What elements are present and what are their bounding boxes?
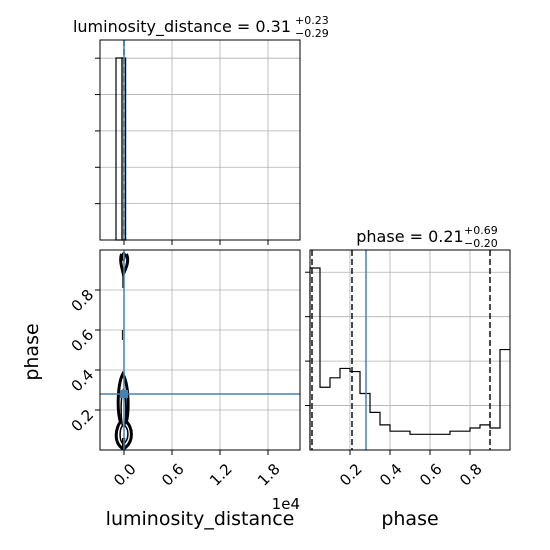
luminosity-distance-marginal-title: luminosity_distance = 0.31 <box>73 17 291 37</box>
phase-y-tick-label-2: 0.6 <box>68 326 98 356</box>
phase-x-tick-label-3: 0.8 <box>456 460 486 490</box>
phase-x-axis-label: phase <box>381 508 438 530</box>
phase-axis-label: phase <box>21 323 43 380</box>
luminosity-distance-title-plus: +0.23 <box>295 14 329 27</box>
luminosity-distance-hist-bar-0 <box>115 57 123 241</box>
panel-phase-marginal: phase = 0.21 +0.69 −0.20 <box>356 224 497 250</box>
phase-marginal-title: phase = 0.21 <box>356 227 463 246</box>
panel-frame-0 <box>99 39 301 241</box>
luminosity-distance-tick-label-1: 0.6 <box>158 460 188 490</box>
phase-x-tick-label-1: 0.4 <box>376 460 406 490</box>
luminosity-distance-axis-label: luminosity_distance <box>106 508 295 530</box>
joint-truth-marker <box>120 390 128 398</box>
contour-bottom-outer <box>114 370 133 451</box>
panel-frame-1 <box>99 249 301 451</box>
phase-y-tick-label-1: 0.4 <box>68 366 98 396</box>
phase-title-minus: −0.20 <box>464 237 498 250</box>
phase-title-eq: = <box>405 227 429 246</box>
phase-y-tick-label-3: 0.8 <box>68 286 98 316</box>
panel-joint-contour: 1e4 luminosity_distance phase phase <box>21 323 439 530</box>
luminosity-distance-title-eq: = <box>232 17 256 36</box>
luminosity-distance-title-median: 0.31 <box>255 17 291 36</box>
luminosity-distance-tick-label-3: 1.8 <box>254 460 284 490</box>
phase-title-param: phase <box>356 227 404 246</box>
phase-x-tick-label-2: 0.6 <box>416 460 446 490</box>
x-offset-label: 1e4 <box>272 495 300 513</box>
phase-title-median: 0.21 <box>428 227 464 246</box>
luminosity-distance-tick-label-2: 1.2 <box>206 460 236 490</box>
phase-hist-step <box>309 267 510 450</box>
panel-frame-2 <box>309 249 511 451</box>
luminosity-distance-title-param: luminosity_distance <box>73 17 232 37</box>
phase-y-tick-label-0: 0.2 <box>68 406 98 436</box>
luminosity-distance-tick-label-0: 0.0 <box>110 460 140 490</box>
phase-title-plus: +0.69 <box>464 224 498 237</box>
panel-luminosity-distance-marginal: luminosity_distance = 0.31 +0.23 −0.29 <box>73 14 329 40</box>
phase-x-tick-label-0: 0.2 <box>336 460 366 490</box>
luminosity-distance-title-minus: −0.29 <box>295 27 329 40</box>
